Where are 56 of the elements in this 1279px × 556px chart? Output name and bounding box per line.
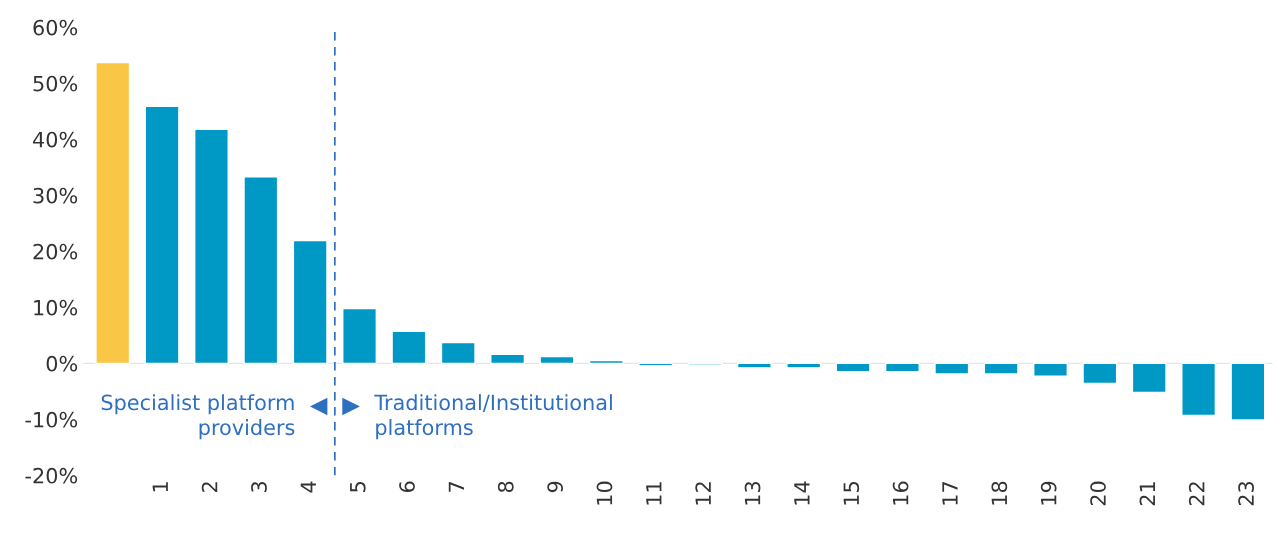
bar [786, 362, 822, 369]
bar [539, 355, 575, 365]
x-tick-label: 14 [794, 481, 810, 505]
x-tick-label: 2 [201, 482, 218, 492]
bar [934, 362, 970, 375]
bar [243, 176, 279, 365]
x-tick-label: 22 [1188, 482, 1205, 506]
x-tick-label: 23 [1238, 481, 1254, 506]
annotation: Traditional/Institutional platforms [374, 394, 612, 440]
y-tick-label: 30% [33, 187, 78, 204]
x-tick-label: 4 [300, 481, 316, 493]
y-tick-label: 40% [32, 131, 78, 148]
x-tick-label: 18 [991, 481, 1008, 505]
y-tick-label: 20% [33, 243, 78, 260]
x-tick-label: 5 [350, 482, 366, 492]
bar [1033, 362, 1068, 377]
x-tick-label: 17 [942, 482, 958, 505]
x-tick-label: 8 [497, 481, 514, 493]
y-tick-label: -20% [25, 467, 78, 484]
x-tick-label: 21 [1139, 482, 1155, 506]
bar [490, 353, 526, 365]
x-tick-label: 20 [1090, 481, 1106, 506]
bar [391, 330, 427, 365]
bar [95, 61, 131, 365]
y-tick-label: 0% [46, 355, 78, 372]
bar [342, 307, 378, 365]
y-tick-label: 60% [33, 19, 78, 36]
x-tick-label: 9 [547, 481, 563, 493]
bar [1131, 362, 1167, 394]
y-tick-label: 50% [33, 75, 78, 92]
bar [1181, 362, 1217, 417]
x-tick-label: 19 [1040, 481, 1057, 505]
bar [1230, 362, 1266, 421]
x-tick-label: 12 [695, 482, 711, 505]
x-tick-label: 3 [251, 481, 267, 492]
bar [144, 105, 180, 365]
x-tick-label: 16 [892, 481, 909, 505]
bar [983, 362, 1019, 375]
bar [835, 362, 871, 373]
annotation: Specialist platform providers [101, 394, 295, 440]
bar [884, 362, 920, 373]
bar [736, 362, 772, 369]
x-tick-label: 6 [399, 481, 415, 493]
y-tick-label: 10% [34, 299, 78, 316]
y-tick-label: -10% [25, 411, 78, 428]
x-tick-label: 1 [152, 482, 168, 492]
bar [292, 239, 328, 365]
bar [440, 341, 476, 365]
x-tick-label: 11 [646, 482, 662, 505]
x-tick-label: 13 [744, 481, 761, 505]
bar [588, 359, 624, 365]
bar [193, 128, 229, 365]
bar [1082, 362, 1118, 385]
x-tick-label: 15 [843, 482, 860, 505]
x-tick-label: 10 [596, 481, 613, 505]
x-tick-label: 7 [448, 482, 464, 492]
